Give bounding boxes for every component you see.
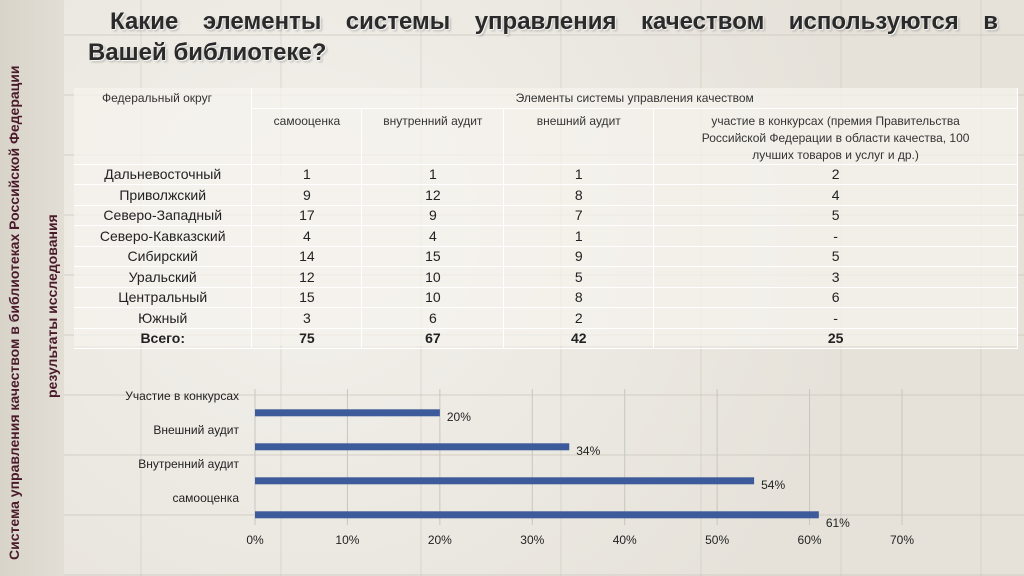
value-cell: 7 [503, 205, 655, 226]
value-cell: 4 [251, 225, 363, 247]
value-cell: 1 [361, 164, 505, 185]
value-cell: 9 [361, 205, 505, 226]
table-row: Северо-Западный 17 9 7 5 [74, 205, 1018, 226]
col-header-contests: участие в конкурсах (премия Правительств… [653, 108, 1018, 165]
value-cell: 42 [503, 328, 655, 349]
region-cell: Всего: [74, 328, 253, 349]
value-cell: 12 [361, 184, 505, 206]
value-cell: 1 [503, 225, 655, 247]
value-cell: 3 [653, 266, 1018, 288]
table-row: Сибирский 14 15 9 5 [74, 246, 1018, 267]
results-table-container: Федеральный округ Элементы системы управ… [74, 88, 1018, 349]
value-cell: 1 [251, 164, 363, 185]
region-cell: Уральский [74, 266, 253, 288]
data-label: 20% [447, 410, 471, 424]
value-cell: 5 [503, 266, 655, 288]
bar-chart-svg: 0% 10% 20% 30% 40% 50% 60% 70% Участие в конкурс… [125, 389, 914, 547]
table-row: Южный 3 6 2- [74, 307, 1018, 329]
table-row: Центральный 15 10 8 6 [74, 287, 1018, 308]
x-tick-label: 60% [798, 533, 822, 547]
results-table: Федеральный округ Элементы системы управ… [74, 88, 1018, 349]
region-cell: Северо-Кавказский [74, 225, 253, 247]
table-row: Уральский 12 10 5 3 [74, 266, 1018, 288]
x-tick-label: 50% [705, 533, 729, 547]
value-cell: 9 [503, 246, 655, 267]
value-cell: - [653, 307, 1018, 329]
value-cell: 15 [361, 246, 505, 267]
value-cell: 4 [361, 225, 505, 247]
value-cell: 15 [251, 287, 363, 308]
col-header-internal: внутренний аудит [361, 108, 505, 165]
bar [255, 443, 570, 451]
value-cell: 10 [361, 266, 505, 288]
table-row: Приволжский 9 12 8 4 [74, 184, 1018, 206]
bar [255, 477, 755, 485]
bar [255, 511, 819, 519]
side-caption-line1: Система управления качеством в библиотек… [6, 65, 22, 560]
value-cell: 67 [361, 328, 505, 349]
region-cell: Южный [74, 307, 253, 329]
value-cell: 1 [503, 164, 655, 185]
region-cell: Дальневосточный [74, 164, 253, 185]
value-cell: 6 [653, 287, 1018, 308]
region-header: Федеральный округ [74, 88, 253, 165]
category-label: самооценка [173, 491, 240, 505]
value-cell: - [653, 225, 1018, 247]
side-caption-line2: результаты исследования [44, 214, 60, 398]
page-title: Какие элементы системы управления качест… [88, 6, 998, 68]
value-cell: 5 [653, 205, 1018, 226]
value-cell: 12 [251, 266, 363, 288]
value-cell: 10 [361, 287, 505, 308]
x-tick-label: 40% [613, 533, 637, 547]
value-cell: 8 [503, 184, 655, 206]
value-cell: 8 [503, 287, 655, 308]
col-header-self: самооценка [251, 108, 363, 165]
table-total-row: Всего: 75 67 42 25 [74, 328, 1018, 349]
page-title-line2: Вашей библиотеке? [88, 39, 327, 66]
side-band [0, 0, 64, 576]
group-header: Элементы системы управления качеством [251, 88, 1018, 109]
col-header-external: внешний аудит [503, 108, 655, 165]
data-label: 54% [761, 478, 785, 492]
x-tick-label: 10% [335, 533, 359, 547]
value-cell: 2 [653, 164, 1018, 185]
x-tick-label: 70% [890, 533, 914, 547]
side-caption: Система управления качеством в библиотек… [4, 8, 60, 568]
x-tick-label: 30% [520, 533, 544, 547]
x-tick-label: 20% [428, 533, 452, 547]
value-cell: 14 [251, 246, 363, 267]
category-label: Внешний аудит [153, 423, 239, 437]
x-tick-label: 0% [246, 533, 264, 547]
value-cell: 4 [653, 184, 1018, 206]
bar-chart: 0% 10% 20% 30% 40% 50% 60% 70% Участие в конкурс… [65, 385, 925, 561]
data-label: 34% [576, 444, 600, 458]
category-label: Участие в конкурсах [125, 389, 239, 403]
value-cell: 75 [251, 328, 363, 349]
region-cell: Северо-Западный [74, 205, 253, 226]
value-cell: 3 [251, 307, 363, 329]
page-title-line1: Какие элементы системы управления качест… [110, 8, 998, 35]
value-cell: 25 [653, 328, 1018, 349]
bar [255, 409, 440, 417]
data-label: 61% [826, 516, 850, 530]
value-cell: 6 [361, 307, 505, 329]
value-cell: 5 [653, 246, 1018, 267]
value-cell: 17 [251, 205, 363, 226]
value-cell: 9 [251, 184, 363, 206]
category-label: Внутренний аудит [138, 457, 239, 471]
region-cell: Приволжский [74, 184, 253, 206]
table-row: Северо-Кавказский 4 4 1- [74, 225, 1018, 247]
region-cell: Центральный [74, 287, 253, 308]
value-cell: 2 [503, 307, 655, 329]
region-cell: Сибирский [74, 246, 253, 267]
table-row: Дальневосточный 1 1 1 2 [74, 164, 1018, 185]
